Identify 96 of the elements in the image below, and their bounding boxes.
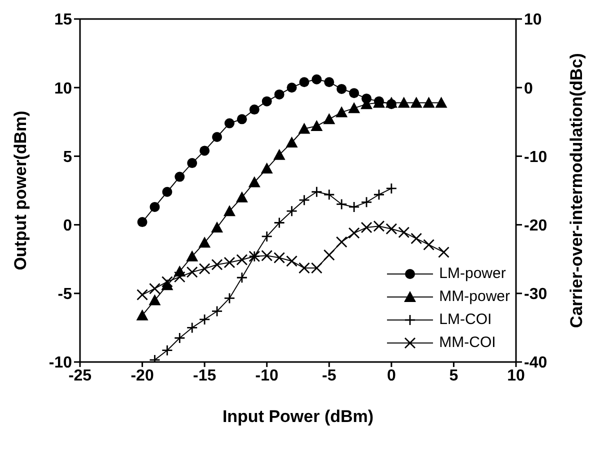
x-axis-title: Input Power (dBm) <box>222 407 374 426</box>
point <box>323 249 335 261</box>
y2-tick-label: -40 <box>524 354 548 372</box>
point <box>398 226 410 238</box>
legend-label: LM-COI <box>439 311 492 328</box>
x-tick-label: -15 <box>193 367 216 384</box>
x-tick-label: 5 <box>449 367 458 384</box>
point <box>336 236 348 248</box>
point <box>236 272 248 284</box>
y2-tick-label: 0 <box>524 80 533 98</box>
y-axis-title: Output power(dBm) <box>11 110 30 270</box>
point <box>187 158 198 168</box>
point <box>274 89 284 100</box>
point <box>310 120 323 132</box>
point <box>174 332 186 344</box>
point <box>224 118 234 128</box>
point <box>410 232 422 244</box>
point <box>312 74 322 84</box>
point <box>236 191 248 202</box>
point <box>385 96 398 108</box>
point <box>186 266 198 278</box>
point <box>323 113 336 124</box>
point <box>211 222 224 233</box>
point <box>249 104 260 115</box>
point <box>198 236 211 248</box>
y2-tick-label: 10 <box>524 12 542 29</box>
x-tick-label: -20 <box>130 367 154 384</box>
point <box>298 122 310 134</box>
point <box>349 88 360 98</box>
point <box>422 96 435 108</box>
y2-tick-label: -10 <box>524 148 548 166</box>
point <box>373 188 385 200</box>
point <box>186 322 198 334</box>
point <box>348 227 360 239</box>
y2-tick-label: -30 <box>524 286 548 304</box>
point <box>200 146 210 156</box>
y-tick-label: 15 <box>54 12 72 29</box>
point <box>274 217 286 228</box>
point <box>386 182 398 194</box>
y-tick-label: -5 <box>58 286 72 304</box>
x-tick-label: 0 <box>386 367 396 384</box>
point <box>286 255 298 267</box>
point <box>136 309 148 320</box>
point <box>435 96 448 108</box>
point <box>423 238 434 250</box>
point <box>348 201 360 213</box>
point <box>299 77 310 88</box>
x-tick-label: 10 <box>507 367 525 384</box>
legend-label: MM-power <box>439 288 510 305</box>
point <box>136 289 148 300</box>
point <box>174 271 186 283</box>
point <box>262 96 272 106</box>
point <box>336 106 348 118</box>
point <box>224 292 236 304</box>
point <box>212 132 222 142</box>
point <box>310 186 322 198</box>
y-tick-label: 10 <box>54 80 72 98</box>
x-tick-label: -5 <box>322 367 336 384</box>
point <box>260 162 273 174</box>
y-tick-label: 0 <box>63 217 72 234</box>
point <box>286 136 298 148</box>
point <box>286 82 297 93</box>
point <box>323 188 335 200</box>
point <box>162 276 173 288</box>
point <box>336 198 348 210</box>
y2-axis-title: Carrier-over-intermodulation(dBc) <box>567 53 586 328</box>
point <box>236 114 247 124</box>
point <box>174 172 185 182</box>
point <box>336 84 347 94</box>
point <box>360 196 372 208</box>
point <box>286 205 298 217</box>
point <box>198 263 210 274</box>
point <box>298 194 310 206</box>
point <box>261 230 273 242</box>
point <box>223 205 236 216</box>
point <box>438 246 450 258</box>
point <box>324 77 334 88</box>
x-tick-label: -10 <box>255 367 279 384</box>
point <box>150 202 160 212</box>
legend-label: MM-COI <box>439 334 496 351</box>
point <box>348 102 360 114</box>
point <box>186 250 198 262</box>
point <box>211 306 223 317</box>
point <box>137 217 148 228</box>
point <box>410 96 422 108</box>
point <box>248 176 260 188</box>
point <box>198 314 210 326</box>
point <box>148 294 161 306</box>
point <box>149 282 160 294</box>
point <box>273 148 286 160</box>
point <box>162 186 172 197</box>
point <box>398 96 410 108</box>
y-tick-label: 5 <box>63 148 72 166</box>
legend-label: LM-power <box>439 265 506 282</box>
y2-tick-label: -20 <box>524 217 548 234</box>
point <box>386 223 398 235</box>
